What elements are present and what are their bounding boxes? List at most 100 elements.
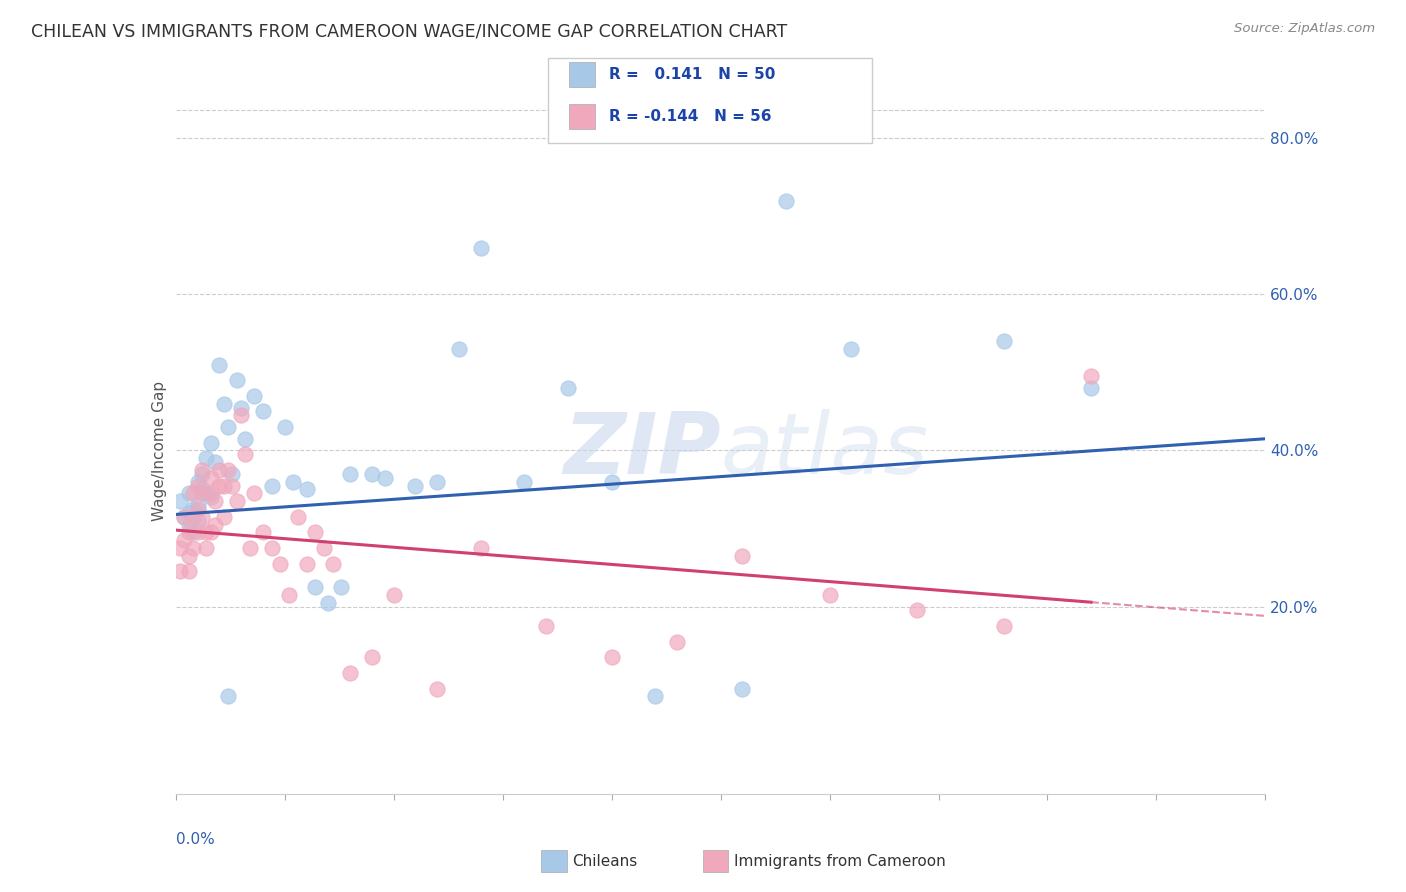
Point	[260, 541, 283, 555]
Point	[191, 463, 214, 477]
Point	[360, 650, 382, 665]
Text: Chileans: Chileans	[572, 854, 637, 869]
Point	[195, 451, 218, 466]
Point	[191, 467, 214, 481]
Point	[278, 588, 301, 602]
Point	[200, 525, 222, 540]
Point	[173, 509, 195, 524]
Point	[169, 494, 191, 508]
Point	[173, 509, 195, 524]
Point	[470, 240, 492, 254]
Point	[181, 525, 204, 540]
Point	[283, 475, 305, 489]
Point	[1080, 381, 1102, 395]
Point	[204, 455, 226, 469]
Point	[274, 420, 297, 434]
Point	[322, 557, 344, 571]
Point	[177, 549, 200, 563]
Point	[191, 483, 214, 497]
Point	[295, 483, 318, 497]
Point	[177, 486, 200, 500]
Text: Source: ZipAtlas.com: Source: ZipAtlas.com	[1234, 22, 1375, 36]
Point	[993, 619, 1015, 633]
Point	[905, 603, 928, 617]
Point	[212, 509, 235, 524]
Point	[382, 588, 405, 602]
Point	[360, 467, 382, 481]
Y-axis label: Wage/Income Gap: Wage/Income Gap	[152, 380, 167, 521]
Point	[221, 467, 243, 481]
Point	[208, 358, 231, 372]
Point	[731, 681, 754, 696]
Point	[318, 596, 340, 610]
Point	[200, 490, 222, 504]
Point	[600, 475, 623, 489]
Point	[235, 447, 257, 461]
Point	[470, 541, 492, 555]
Point	[181, 486, 204, 500]
Text: ZIP: ZIP	[562, 409, 721, 492]
Point	[225, 373, 247, 387]
Text: R = -0.144   N = 56: R = -0.144 N = 56	[609, 110, 772, 124]
Point	[993, 334, 1015, 348]
Text: R =   0.141   N = 50: R = 0.141 N = 50	[609, 68, 775, 82]
Point	[181, 509, 204, 524]
Point	[1080, 369, 1102, 384]
Text: 0.0%: 0.0%	[176, 831, 215, 847]
Point	[731, 549, 754, 563]
Point	[243, 486, 266, 500]
Point	[217, 420, 239, 434]
Point	[287, 509, 309, 524]
Point	[195, 486, 218, 500]
Point	[217, 463, 239, 477]
Point	[239, 541, 262, 555]
Point	[231, 401, 253, 415]
Point	[243, 389, 266, 403]
Point	[330, 580, 353, 594]
Point	[252, 525, 274, 540]
Point	[225, 494, 247, 508]
Point	[304, 525, 326, 540]
Point	[557, 381, 579, 395]
Point	[195, 525, 218, 540]
Point	[269, 557, 291, 571]
Point	[200, 471, 222, 485]
Point	[169, 565, 191, 579]
Point	[177, 565, 200, 579]
Point	[600, 650, 623, 665]
Point	[191, 509, 214, 524]
Point	[186, 525, 209, 540]
Point	[186, 502, 209, 516]
Point	[177, 517, 200, 532]
Point	[169, 541, 191, 555]
Point	[775, 194, 797, 208]
Point	[339, 467, 361, 481]
Text: atlas: atlas	[721, 409, 928, 492]
Point	[186, 478, 209, 492]
Point	[217, 690, 239, 704]
Point	[195, 541, 218, 555]
Point	[208, 463, 231, 477]
Point	[177, 506, 200, 520]
Point	[374, 471, 396, 485]
Point	[312, 541, 335, 555]
Point	[534, 619, 557, 633]
Point	[221, 478, 243, 492]
Point	[644, 690, 666, 704]
Point	[818, 588, 841, 602]
Point	[231, 409, 253, 423]
Point	[841, 342, 863, 356]
Point	[181, 541, 204, 555]
Text: Immigrants from Cameroon: Immigrants from Cameroon	[734, 854, 946, 869]
Point	[513, 475, 536, 489]
Point	[405, 478, 427, 492]
Point	[200, 435, 222, 450]
Point	[295, 557, 318, 571]
Point	[186, 498, 209, 512]
Point	[204, 517, 226, 532]
Point	[212, 396, 235, 410]
Point	[339, 665, 361, 680]
Text: CHILEAN VS IMMIGRANTS FROM CAMEROON WAGE/INCOME GAP CORRELATION CHART: CHILEAN VS IMMIGRANTS FROM CAMEROON WAGE…	[31, 22, 787, 40]
Point	[186, 514, 209, 528]
Point	[173, 533, 195, 548]
